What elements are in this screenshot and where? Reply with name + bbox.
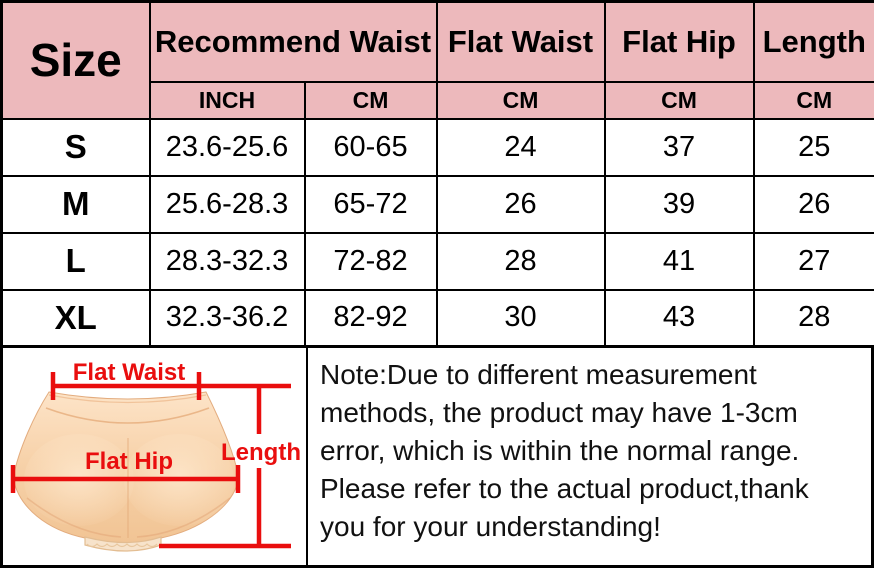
- waist-inch-value: 32.3-36.2: [150, 290, 305, 347]
- garment-diagram-cell: Flat Waist Flat Hip Length: [3, 348, 308, 565]
- size-label: L: [2, 233, 150, 290]
- bottom-section: Flat Waist Flat Hip Length Note:Due to d…: [0, 348, 874, 568]
- flat-hip-value: 39: [605, 176, 754, 233]
- waist-inch-value: 25.6-28.3: [150, 176, 305, 233]
- waist-inch-value: 23.6-25.6: [150, 119, 305, 176]
- unit-cm-flat-waist: CM: [437, 82, 605, 119]
- table-row-s: S 23.6-25.6 60-65 24 37 25: [2, 119, 874, 176]
- header-recommend-waist: Recommend Waist: [150, 2, 437, 82]
- waist-cm-value: 82-92: [305, 290, 437, 347]
- flat-hip-value: 41: [605, 233, 754, 290]
- length-value: 27: [754, 233, 874, 290]
- table-row-m: M 25.6-28.3 65-72 26 39 26: [2, 176, 874, 233]
- waist-cm-value: 60-65: [305, 119, 437, 176]
- flat-waist-value: 28: [437, 233, 605, 290]
- waist-cm-value: 65-72: [305, 176, 437, 233]
- garment-measurement-diagram: Flat Waist Flat Hip Length: [3, 348, 306, 566]
- flat-waist-value: 26: [437, 176, 605, 233]
- length-value: 25: [754, 119, 874, 176]
- unit-cm-length: CM: [754, 82, 874, 119]
- flat-waist-value: 24: [437, 119, 605, 176]
- table-row-xl: XL 32.3-36.2 82-92 30 43 28: [2, 290, 874, 347]
- size-table: Size Recommend Waist Flat Waist Flat Hip…: [0, 0, 874, 348]
- flat-hip-label: Flat Hip: [85, 448, 173, 475]
- unit-inch: INCH: [150, 82, 305, 119]
- table-header-row: Size Recommend Waist Flat Waist Flat Hip…: [2, 2, 874, 82]
- size-label: M: [2, 176, 150, 233]
- note-text-line: Note:Due to different measurement: [320, 356, 867, 394]
- header-flat-waist: Flat Waist: [437, 2, 605, 82]
- note-text-line: you for your understanding!: [320, 508, 867, 546]
- note-text-line: methods, the product may have 1-3cm: [320, 394, 867, 432]
- size-label: S: [2, 119, 150, 176]
- flat-waist-value: 30: [437, 290, 605, 347]
- flat-hip-value: 37: [605, 119, 754, 176]
- table-row-l: L 28.3-32.3 72-82 28 41 27: [2, 233, 874, 290]
- unit-cm-flat-hip: CM: [605, 82, 754, 119]
- header-length: Length: [754, 2, 874, 82]
- flat-waist-label: Flat Waist: [73, 359, 185, 386]
- header-flat-hip: Flat Hip: [605, 2, 754, 82]
- length-value: 28: [754, 290, 874, 347]
- unit-cm-waist: CM: [305, 82, 437, 119]
- waist-cm-value: 72-82: [305, 233, 437, 290]
- note-text-line: error, which is within the normal range.: [320, 432, 867, 470]
- flat-hip-value: 43: [605, 290, 754, 347]
- length-value: 26: [754, 176, 874, 233]
- size-label: XL: [2, 290, 150, 347]
- note-text-line: Please refer to the actual product,thank: [320, 470, 867, 508]
- length-label: Length: [221, 439, 301, 466]
- note-cell: Note:Due to different measurement method…: [308, 348, 871, 565]
- waist-inch-value: 28.3-32.3: [150, 233, 305, 290]
- header-size: Size: [2, 2, 150, 119]
